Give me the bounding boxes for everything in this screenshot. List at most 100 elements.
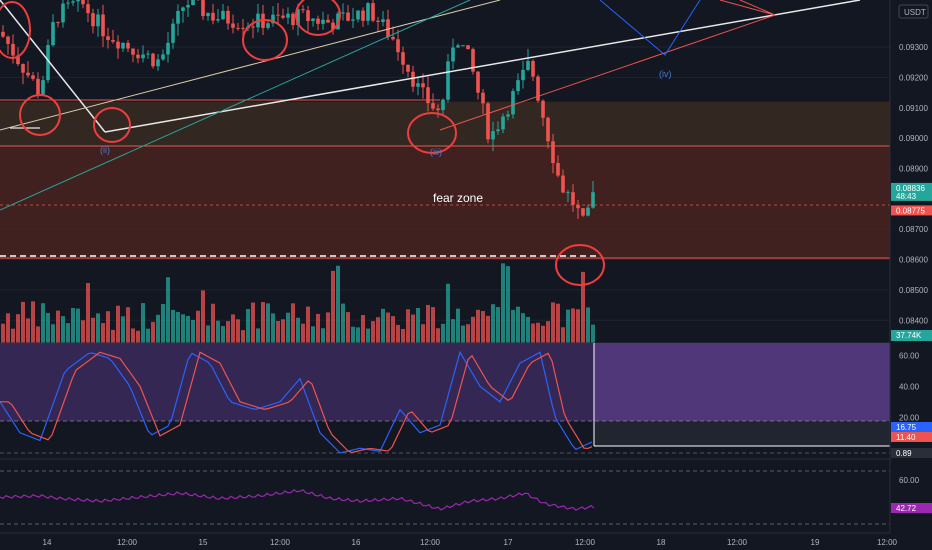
circle-annotation[interactable]	[242, 19, 288, 61]
volume-bar	[76, 308, 80, 343]
volume-bar	[371, 321, 375, 343]
volume-bar	[401, 328, 405, 343]
volume-bar	[446, 283, 450, 343]
volume-bar	[141, 303, 145, 343]
volume-bar	[71, 308, 75, 343]
stoch-rsi-pane[interactable]	[0, 343, 890, 454]
oscillator-pane[interactable]	[0, 470, 890, 525]
candle-body	[486, 103, 490, 140]
stoch-tick-label: 60.00	[899, 351, 920, 360]
volume-bars	[1, 263, 595, 343]
volume-bar	[1, 323, 5, 343]
candle-body	[271, 14, 275, 24]
candle-body	[51, 22, 55, 46]
tan-trendline[interactable]	[0, 0, 501, 131]
candle-body	[191, 0, 195, 6]
white-trendline-down[interactable]	[0, 0, 106, 133]
circle-annotation[interactable]	[555, 244, 605, 286]
circle-annotation[interactable]	[0, 1, 31, 59]
volume-bar	[311, 326, 315, 343]
candle-body	[276, 14, 280, 16]
volume-bar	[191, 319, 195, 343]
circle-annotation[interactable]	[295, 0, 341, 36]
candle-body	[221, 10, 225, 20]
candle-body	[356, 10, 360, 20]
candle-body	[156, 59, 160, 67]
volume-bar	[106, 311, 110, 343]
candle-body	[16, 55, 20, 65]
volume-bar	[56, 310, 60, 343]
price-tag-text: 48:43	[896, 192, 917, 201]
price-tick-label: 0.08600	[899, 256, 928, 265]
volume-bar	[136, 330, 140, 343]
teal-trendline[interactable]	[0, 0, 471, 211]
price-tag	[891, 205, 932, 216]
candle-body	[401, 52, 405, 65]
candlestick-series[interactable]	[1, 0, 595, 219]
volume-bar	[441, 323, 445, 343]
candle-body	[26, 72, 30, 76]
candle-body	[396, 39, 400, 53]
stoch-tag	[891, 432, 932, 442]
red-wave-line[interactable]	[719, 0, 776, 16]
volume-bar	[46, 312, 50, 343]
volume-bar	[386, 312, 390, 343]
volume-bar	[516, 306, 520, 343]
time-tick-label: 17	[504, 538, 513, 547]
red-trendline[interactable]	[439, 14, 776, 131]
circle-annotation[interactable]	[19, 94, 61, 136]
candle-body	[111, 39, 115, 42]
white-trendline[interactable]	[104, 0, 861, 133]
volume-bar	[211, 303, 215, 343]
volume-bar	[16, 314, 20, 343]
volume-bar	[576, 309, 580, 343]
volume-bar	[41, 303, 45, 343]
price-axis[interactable]: USDT 0.09300 0.09200 0.09100 0.09000 0.08900…	[889, 0, 932, 550]
candle-body	[86, 4, 90, 14]
candle-body	[561, 175, 565, 193]
circle-annotation[interactable]	[407, 112, 457, 154]
circle-annotation[interactable]	[93, 107, 131, 143]
volume-bar	[546, 321, 550, 343]
volume-bar	[456, 308, 460, 343]
candle-body	[306, 10, 310, 22]
candle-body	[546, 117, 550, 142]
candle-body	[171, 23, 175, 43]
hand-drawn-circles[interactable]	[0, 0, 605, 286]
candle-body	[366, 3, 370, 21]
stoch-tick-label: 40.00	[899, 382, 920, 391]
volume-bar	[466, 324, 470, 343]
candle-body	[291, 13, 295, 26]
volume-bar	[481, 311, 485, 343]
volume-bar	[271, 313, 275, 343]
candle-body	[501, 116, 505, 130]
volume-bar	[111, 329, 115, 343]
currency-badge[interactable]	[898, 4, 929, 19]
volume-bar	[526, 316, 530, 343]
volume-bar	[36, 326, 40, 343]
candle-body	[526, 60, 530, 70]
volume-bar	[421, 324, 425, 343]
blue-wave-line[interactable]	[599, 0, 701, 56]
volume-bar	[6, 313, 10, 343]
volume-bar	[391, 316, 395, 343]
fear-zone-label: fear zone	[433, 191, 483, 205]
time-axis[interactable]: 14 12:00 15 12:00 16 12:00 17 12:00 18 12:00 19 12:…	[43, 538, 898, 547]
candle-body	[116, 41, 120, 49]
candle-body	[411, 71, 415, 87]
volume-bar	[551, 302, 555, 343]
candle-body	[331, 22, 335, 30]
candle-body	[121, 42, 125, 49]
candle-body	[381, 19, 385, 22]
time-tick-label: 15	[199, 538, 208, 547]
price-tick-label: 0.09300	[899, 43, 928, 52]
trend-lines[interactable]	[0, 0, 890, 259]
candle-body	[31, 75, 35, 79]
candle-body	[371, 3, 375, 21]
volume-bar	[476, 309, 480, 343]
time-tick-label: 12:00	[727, 538, 748, 547]
volume-bar	[586, 307, 590, 343]
volume-bar	[66, 323, 70, 343]
